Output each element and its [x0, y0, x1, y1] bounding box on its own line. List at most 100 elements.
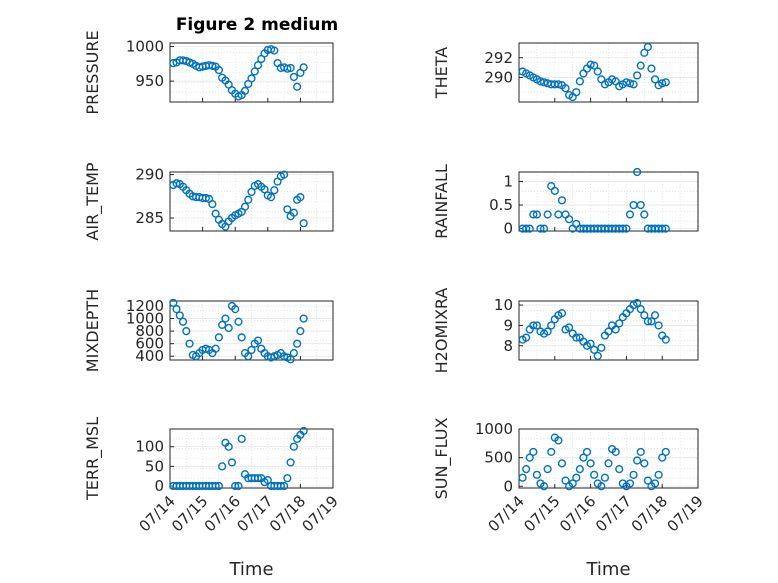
data-point	[172, 179, 181, 188]
y-tick-label: 500	[484, 449, 513, 467]
y-tick-label: 1000	[126, 310, 164, 328]
data-point	[586, 339, 595, 348]
data-point	[633, 298, 642, 308]
data-point	[633, 167, 642, 177]
data-point	[572, 88, 581, 97]
data-point	[661, 447, 670, 457]
data-point	[539, 482, 549, 491]
y-tick-label: 0	[154, 477, 164, 495]
data-point	[525, 453, 534, 462]
data-point	[539, 224, 549, 233]
data-point	[178, 317, 188, 326]
x-axis-label: Time	[228, 559, 273, 580]
y-tick-label: 10	[494, 296, 513, 314]
data-point	[640, 210, 649, 219]
data-points	[169, 45, 308, 101]
data-point	[539, 78, 549, 87]
data-points	[518, 42, 670, 102]
data-point	[299, 314, 308, 323]
x-tick-label: 07/17	[233, 492, 276, 535]
data-point	[276, 481, 285, 491]
data-point	[231, 305, 240, 314]
data-point	[590, 61, 599, 70]
y-axis-label: THETA	[432, 47, 451, 99]
y-tick-label: 950	[135, 72, 164, 90]
minor-grid	[519, 43, 698, 102]
y-tick-label: 1200	[126, 297, 164, 315]
data-point	[615, 464, 624, 474]
axes-box	[518, 42, 699, 103]
data-point	[579, 453, 588, 462]
data-point	[593, 351, 602, 361]
y-tick-label: 9	[503, 316, 513, 334]
data-point	[244, 195, 253, 204]
data-point	[572, 473, 581, 482]
axes-box	[169, 171, 334, 232]
y-tick-label: 292	[484, 49, 513, 67]
data-point	[661, 224, 670, 233]
data-point	[237, 333, 246, 342]
y-tick-label: 800	[135, 322, 164, 340]
data-point	[625, 479, 635, 488]
data-point	[547, 447, 556, 457]
data-point	[266, 193, 276, 202]
data-point	[270, 46, 279, 55]
data-point	[201, 193, 210, 203]
data-point	[175, 311, 184, 320]
x-tick-label: 07/19	[299, 492, 342, 535]
x-tick-label: 07/14	[485, 492, 528, 535]
data-point	[247, 187, 256, 197]
data-point	[525, 224, 534, 233]
y-tick-label: 600	[135, 335, 164, 353]
data-point	[647, 317, 656, 326]
data-point	[604, 459, 613, 468]
data-point	[289, 72, 298, 82]
data-point	[554, 436, 563, 445]
data-point	[572, 219, 581, 229]
data-point	[590, 345, 599, 354]
data-point	[590, 470, 599, 479]
data-point	[283, 474, 292, 483]
data-point	[597, 343, 606, 352]
data-point	[218, 462, 227, 471]
data-point	[244, 352, 253, 361]
data-point	[636, 61, 645, 70]
data-point	[247, 74, 256, 83]
data-point	[554, 210, 563, 219]
data-point	[208, 200, 217, 209]
data-points	[518, 298, 670, 361]
data-point	[597, 482, 606, 491]
data-point	[518, 473, 527, 482]
data-point	[211, 344, 220, 353]
y-tick-label: 0.5	[489, 196, 513, 214]
data-point	[600, 473, 610, 482]
data-point	[286, 458, 295, 467]
data-point	[286, 355, 295, 364]
y-tick-label: 8	[503, 337, 513, 355]
data-point	[536, 77, 545, 86]
data-point	[522, 333, 531, 342]
y-axis-label: PRESSURE	[83, 30, 102, 114]
data-point	[214, 65, 224, 75]
data-point	[633, 71, 642, 80]
data-point	[629, 80, 638, 89]
data-point	[625, 210, 635, 219]
data-points	[169, 170, 308, 231]
data-point	[270, 186, 279, 195]
data-point	[547, 321, 556, 330]
data-point	[658, 224, 667, 233]
y-axis-label: AIR_TEMP	[83, 162, 103, 240]
y-tick-label: 285	[135, 209, 164, 227]
y-tick-label: 400	[135, 347, 164, 365]
axes-box	[518, 300, 699, 361]
x-tick-label: 07/15	[168, 492, 211, 535]
data-point	[250, 67, 259, 76]
subplot-3: 285 290 AIR_TEMP	[83, 162, 334, 241]
data-point	[615, 319, 624, 328]
data-point	[633, 456, 642, 465]
data-point	[211, 209, 220, 218]
data-point	[214, 333, 224, 342]
